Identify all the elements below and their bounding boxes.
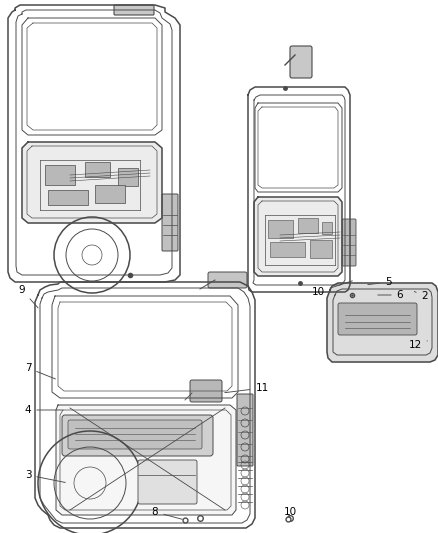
Polygon shape xyxy=(22,142,162,223)
Bar xyxy=(95,185,125,203)
FancyBboxPatch shape xyxy=(338,303,417,335)
FancyBboxPatch shape xyxy=(162,194,178,251)
FancyBboxPatch shape xyxy=(237,394,253,466)
Text: 6: 6 xyxy=(378,290,403,300)
FancyBboxPatch shape xyxy=(62,415,213,456)
Bar xyxy=(270,242,305,257)
Bar xyxy=(48,190,88,205)
Text: 10: 10 xyxy=(283,507,297,517)
Text: 11: 11 xyxy=(225,383,268,393)
Bar xyxy=(85,162,110,177)
Text: 4: 4 xyxy=(25,405,62,415)
Bar xyxy=(310,240,332,258)
Text: 3: 3 xyxy=(25,470,65,482)
Bar xyxy=(322,222,332,234)
Text: 1: 1 xyxy=(0,532,1,533)
FancyBboxPatch shape xyxy=(138,460,197,504)
Text: 5: 5 xyxy=(368,277,391,287)
Bar xyxy=(268,220,293,238)
FancyBboxPatch shape xyxy=(68,420,202,449)
Text: 12: 12 xyxy=(408,340,427,350)
FancyBboxPatch shape xyxy=(208,272,247,288)
FancyBboxPatch shape xyxy=(190,380,222,402)
FancyBboxPatch shape xyxy=(342,219,356,266)
Text: 8: 8 xyxy=(152,507,182,519)
Bar xyxy=(45,165,75,185)
Polygon shape xyxy=(327,283,438,362)
Text: 9: 9 xyxy=(19,285,38,308)
Polygon shape xyxy=(254,197,342,276)
FancyBboxPatch shape xyxy=(290,46,312,78)
Text: 7: 7 xyxy=(25,363,56,379)
Text: 2: 2 xyxy=(414,291,428,301)
Bar xyxy=(298,218,318,233)
Text: 10: 10 xyxy=(311,281,352,297)
FancyBboxPatch shape xyxy=(114,5,154,15)
Bar xyxy=(118,168,138,186)
Polygon shape xyxy=(56,405,236,515)
